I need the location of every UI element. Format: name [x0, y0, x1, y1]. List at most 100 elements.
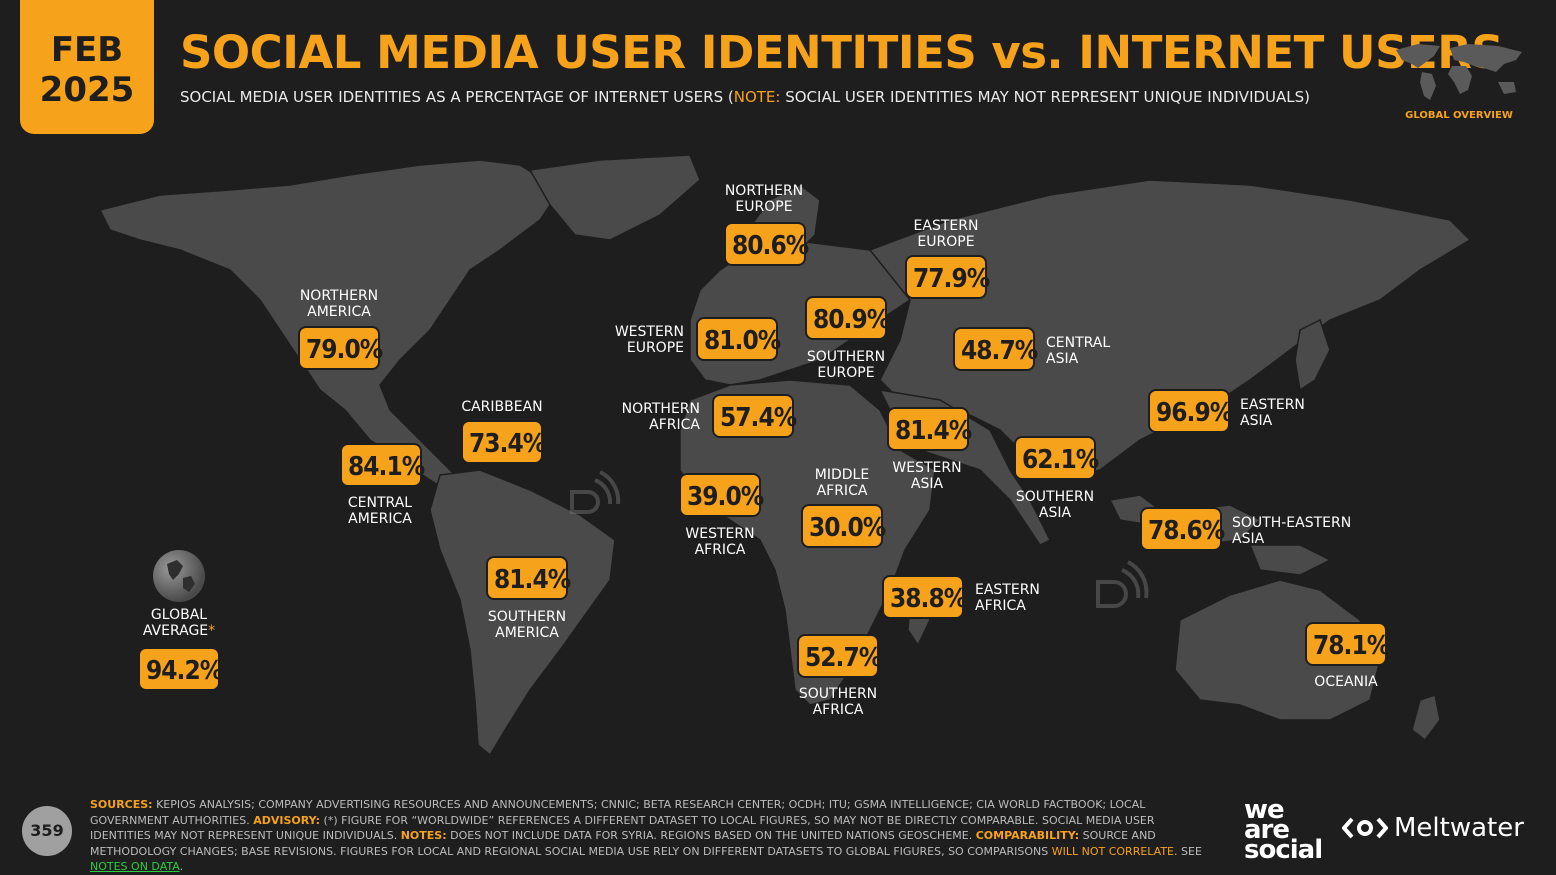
label-line: WESTERN	[614, 324, 684, 340]
we-are-social-logo: we are social	[1244, 795, 1323, 865]
meltwater-icon	[1342, 817, 1388, 839]
watermark-icons	[570, 470, 1149, 608]
region-label-eastern-europe: EASTERN EUROPE	[896, 218, 996, 250]
page-subtitle: SOCIAL MEDIA USER IDENTITIES AS A PERCEN…	[180, 88, 1310, 106]
label-line: ASIA	[1046, 351, 1079, 367]
notes-on-data-link[interactable]: NOTES ON DATA	[90, 860, 180, 873]
label-line: AFRICA	[816, 483, 868, 499]
label-line: NORTHERN	[299, 288, 379, 304]
region-label-central-america: CENTRAL AMERICA	[330, 495, 430, 527]
meltwater-logo: Meltwater	[1342, 813, 1524, 843]
page-number: 359	[22, 806, 72, 856]
south-america-landmass	[429, 469, 616, 757]
will-not-correlate: WILL NOT CORRELATE	[1051, 844, 1175, 858]
label-line: ASIA	[1240, 413, 1273, 429]
region-label-southern-europe: SOUTHERN EUROPE	[796, 349, 896, 381]
notes-text: DOES NOT INCLUDE DATA FOR SYRIA. REGIONS…	[446, 829, 976, 842]
sources-label: SOURCES:	[90, 798, 153, 811]
meltwater-text: Meltwater	[1394, 813, 1524, 843]
region-label-central-asia: CENTRAL ASIA	[1046, 335, 1146, 367]
value-western-asia: 81.4%	[887, 407, 972, 451]
value-south-eastern-asia: 78.6%	[1140, 507, 1225, 551]
value-western-africa: 39.0%	[679, 473, 764, 517]
value-northern-america: 79.0%	[298, 326, 383, 370]
value-eastern-europe: 77.9%	[905, 255, 990, 299]
label-line: SOUTHERN	[806, 349, 886, 365]
label-line: EUROPE	[817, 365, 875, 381]
logo-line: we	[1244, 795, 1285, 825]
label-line: AMERICA	[307, 304, 371, 320]
value-central-asia: 48.7%	[953, 327, 1038, 371]
sources-text: KEPIOS ANALYSIS; COMPANY ADVERTISING RES…	[90, 798, 1146, 827]
value-western-europe: 81.0%	[696, 317, 781, 361]
label-line: AMERICA	[348, 511, 412, 527]
label-line: AFRICA	[694, 542, 746, 558]
sources-note: SOURCES: KEPIOS ANALYSIS; COMPANY ADVERT…	[90, 797, 1210, 875]
value-oceania: 78.1%	[1305, 622, 1390, 666]
notes-label: NOTES:	[400, 829, 447, 842]
label-line: WESTERN	[892, 460, 962, 476]
value-southern-america: 81.4%	[486, 556, 571, 600]
label-line: CENTRAL	[347, 495, 413, 511]
comparability-text: SOURCE AND METHODOLOGY CHANGES; BASE REV…	[90, 829, 1156, 858]
value-global-average: 94.2%	[138, 647, 223, 691]
value-eastern-asia: 96.9%	[1148, 389, 1233, 433]
region-label-northern-africa: NORTHERN AFRICA	[600, 401, 700, 433]
world-map	[98, 154, 1472, 757]
region-label-northern-america: NORTHERN AMERICA	[290, 288, 388, 320]
globe-icon	[153, 550, 205, 602]
region-label-western-europe: WESTERN EUROPE	[594, 324, 684, 356]
label-line: SOUTHERN	[1015, 489, 1095, 505]
value-southern-asia: 62.1%	[1014, 436, 1099, 480]
region-label-eastern-asia: EASTERN ASIA	[1240, 397, 1340, 429]
region-label-caribbean: CARIBBEAN	[452, 399, 552, 415]
date-year: 2025	[39, 70, 135, 110]
logo-line: social	[1244, 835, 1323, 865]
value-northern-africa: 57.4%	[712, 394, 797, 438]
japan-landmass	[1294, 318, 1331, 392]
region-label-middle-africa: MIDDLE AFRICA	[792, 467, 892, 499]
label-line: NORTHERN	[724, 183, 804, 199]
logo-line: are	[1244, 815, 1290, 845]
label-line: EASTERN	[913, 218, 979, 234]
label-line: WESTERN	[685, 526, 755, 542]
region-label-northern-europe: NORTHERN EUROPE	[714, 183, 814, 215]
asterisk-marker: *	[208, 623, 216, 639]
value-northern-europe: 80.6%	[724, 222, 809, 266]
mini-world-map-icon	[1396, 44, 1522, 100]
value-eastern-africa: 38.8%	[882, 575, 967, 619]
region-label-western-asia: WESTERN ASIA	[877, 460, 977, 492]
label-line: SOUTHERN	[487, 609, 567, 625]
section-label: GLOBAL OVERVIEW	[1405, 110, 1513, 121]
region-label-southern-america: SOUTHERN AMERICA	[477, 609, 577, 641]
advisory-text: (*) FIGURE FOR “WORLDWIDE” REFERENCES A …	[90, 813, 1155, 843]
end-text: .	[179, 860, 184, 873]
region-label-western-africa: WESTERN AFRICA	[670, 526, 770, 558]
australia-landmass	[1174, 579, 1381, 721]
label-line: OCEANIA	[1314, 674, 1378, 690]
value-central-america: 84.1%	[340, 443, 425, 487]
value-southern-africa: 52.7%	[797, 634, 882, 678]
label-line: MIDDLE	[814, 467, 870, 483]
subtitle-note-label: NOTE:	[733, 88, 781, 106]
label-line: ASIA	[1232, 531, 1265, 547]
label-line: GLOBAL	[150, 607, 208, 623]
label-line: NORTHERN	[621, 401, 700, 417]
label-line: EUROPE	[626, 340, 684, 356]
label-line: ASIA	[1038, 505, 1072, 521]
label-line: ASIA	[910, 476, 944, 492]
label-line: EUROPE	[917, 234, 975, 250]
region-label-southern-asia: SOUTHERN ASIA	[1005, 489, 1105, 521]
page-title: SOCIAL MEDIA USER IDENTITIES vs. INTERNE…	[180, 26, 1504, 79]
label-line: AFRICA	[812, 702, 864, 718]
label-line: SOUTH-EASTERN	[1232, 515, 1352, 531]
label-line: EASTERN	[1240, 397, 1305, 413]
label-line: AFRICA	[975, 598, 1026, 614]
label-line: AFRICA	[649, 417, 700, 433]
value-caribbean: 73.4%	[461, 420, 546, 464]
region-label-global-average: GLOBAL AVERAGE*	[128, 607, 230, 639]
label-line: SOUTHERN	[798, 686, 878, 702]
date-month: FEB	[50, 30, 124, 70]
new-zealand-landmass	[1411, 694, 1441, 742]
region-label-south-eastern-asia: SOUTH-EASTERN ASIA	[1232, 515, 1362, 547]
